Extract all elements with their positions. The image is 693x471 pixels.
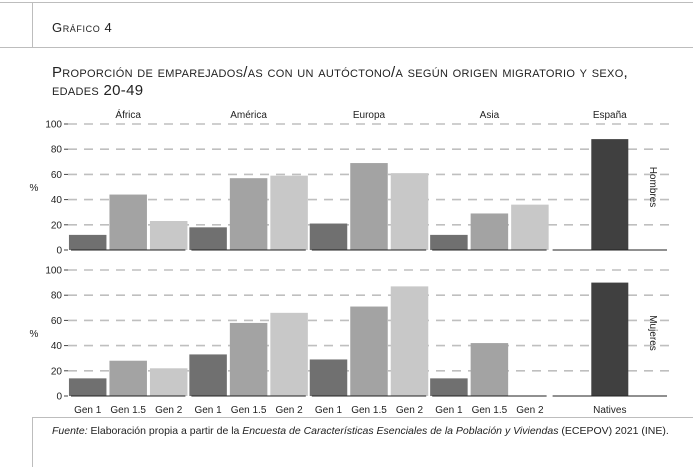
source-text-2: (ECEPOV) 2021 (INE). <box>558 425 669 437</box>
y-tick-label: 80 <box>51 145 63 156</box>
row-label-hombres: Hombres <box>647 167 658 208</box>
x-tick-label: Gen 2 <box>516 405 544 416</box>
source-label: Fuente: <box>52 425 88 437</box>
x-tick-label: Gen 2 <box>275 405 303 416</box>
x-tick-label: Gen 1 <box>194 405 222 416</box>
figure-label: Gráfico 4 <box>52 20 113 35</box>
bar-mujeres-america-gen-2 <box>270 312 308 396</box>
bar-mujeres-europa-gen-2 <box>390 286 429 396</box>
x-tick-label: Gen 1.5 <box>110 405 146 416</box>
source-text-1: Elaboración propia a partir de la <box>87 425 243 437</box>
facet-label-asia: Asia <box>480 110 500 121</box>
bar-mujeres-africa-gen-2 <box>149 368 188 396</box>
bar-hombres-africa-gen-1-5 <box>109 194 147 250</box>
bar-mujeres-espana-natives <box>591 282 629 396</box>
row-label-mujeres: Mujeres <box>647 315 658 351</box>
y-tick-label: 100 <box>45 120 62 131</box>
facet-label-america: América <box>230 110 267 121</box>
bar-hombres-america-gen-1 <box>189 227 227 250</box>
y-axis-label: % <box>30 329 39 340</box>
bar-hombres-africa-gen-1 <box>68 234 107 250</box>
bar-mujeres-africa-gen-1-5 <box>109 360 147 396</box>
y-tick-label: 0 <box>56 246 62 257</box>
bar-mujeres-america-gen-1-5 <box>229 322 268 396</box>
bar-hombres-europa-gen-1 <box>309 223 348 250</box>
bar-hombres-espana-natives <box>591 139 629 250</box>
bar-mujeres-asia-gen-1 <box>430 378 468 396</box>
bar-hombres-africa-gen-2 <box>149 221 188 250</box>
y-tick-label: 0 <box>56 392 62 403</box>
x-tick-label: Gen 2 <box>155 405 183 416</box>
bar-hombres-america-gen-2 <box>270 175 308 250</box>
y-tick-label: 100 <box>45 266 62 277</box>
source-survey-name: Encuesta de Características Esenciales d… <box>242 425 559 437</box>
bar-hombres-asia-gen-1-5 <box>470 213 509 250</box>
bar-mujeres-asia-gen-1-5 <box>470 343 509 396</box>
x-tick-label: Gen 1.5 <box>231 405 267 416</box>
x-tick-label: Gen 1 <box>74 405 102 416</box>
bar-mujeres-america-gen-1 <box>189 354 227 396</box>
top-rule <box>0 2 693 3</box>
y-tick-label: 60 <box>51 170 63 181</box>
chart-title: Proporción de emparejados/as con un autó… <box>52 64 629 99</box>
y-tick-label: 20 <box>51 366 63 377</box>
bar-hombres-america-gen-1-5 <box>229 178 268 250</box>
x-tick-label-natives: Natives <box>593 405 626 416</box>
header-side-rule <box>32 2 33 48</box>
bar-hombres-europa-gen-2 <box>390 173 429 250</box>
y-tick-label: 60 <box>51 316 63 327</box>
y-tick-label: 40 <box>51 195 63 206</box>
source-note: Fuente: Elaboración propia a partir de l… <box>52 424 682 439</box>
bar-hombres-asia-gen-1 <box>430 234 468 250</box>
x-tick-label: Gen 1.5 <box>472 405 508 416</box>
facet-label-espana: España <box>593 110 627 121</box>
facet-label-africa: África <box>115 108 141 121</box>
facet-label-europa: Europa <box>353 110 386 121</box>
bar-hombres-europa-gen-1-5 <box>350 163 388 250</box>
bar-hombres-asia-gen-2 <box>511 204 549 250</box>
bar-mujeres-africa-gen-1 <box>68 378 107 396</box>
y-axis-label: % <box>30 183 39 194</box>
y-tick-label: 40 <box>51 341 63 352</box>
x-tick-label: Gen 2 <box>396 405 424 416</box>
bar-mujeres-europa-gen-1 <box>309 359 348 396</box>
x-tick-label: Gen 1 <box>315 405 343 416</box>
x-tick-label: Gen 1.5 <box>351 405 387 416</box>
x-tick-label: Gen 1 <box>435 405 463 416</box>
y-tick-label: 20 <box>51 220 63 231</box>
header-rule <box>0 47 693 48</box>
footer-side-rule <box>32 417 33 467</box>
footer-rule <box>32 417 693 418</box>
y-tick-label: 80 <box>51 291 63 302</box>
bar-mujeres-europa-gen-1-5 <box>350 306 388 396</box>
